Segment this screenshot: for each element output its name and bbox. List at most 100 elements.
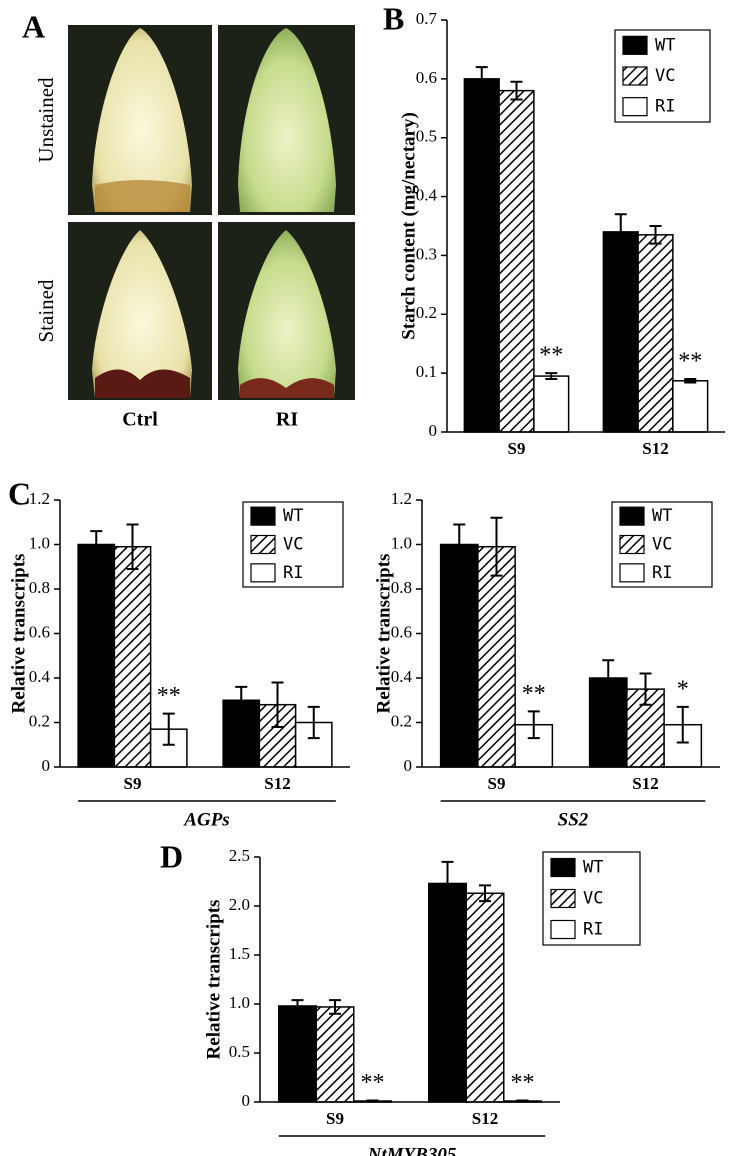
error-bar: [475, 66, 488, 92]
legend-swatch: [622, 66, 648, 86]
y-tick-label: 0.7: [416, 9, 438, 28]
error-bar: [235, 685, 248, 715]
legend-label: VC: [655, 66, 675, 86]
bud: [238, 230, 336, 398]
y-tick-label: 0: [404, 756, 413, 775]
legend-label: WT: [655, 35, 675, 55]
significance: **: [539, 343, 563, 369]
legend-swatch: [622, 97, 648, 117]
error-bar: [684, 378, 697, 384]
significance: **: [522, 681, 546, 707]
group-label: SS2: [558, 809, 589, 830]
y-tick-label: 0: [429, 421, 438, 440]
y-axis-label: Relative transcripts: [373, 554, 394, 714]
row-label: Stained: [34, 279, 58, 342]
x-tick-label: S12: [642, 439, 668, 458]
x-tick-label: S9: [508, 439, 526, 458]
bud-stain: [95, 369, 190, 398]
panel-letter: C: [8, 475, 31, 511]
bar: [672, 380, 709, 433]
significance: **: [157, 683, 181, 709]
legend-swatch: [250, 563, 276, 583]
y-axis-label: Starch content (mg/nectary): [398, 112, 419, 340]
x-tick-label: S9: [326, 1109, 344, 1128]
y-tick-label: 0.4: [416, 185, 438, 204]
error-bar: [271, 681, 284, 728]
x-tick-label: S12: [472, 1109, 498, 1128]
error-bar: [639, 672, 652, 706]
y-tick-label: 2.5: [229, 846, 250, 865]
bar: [278, 1005, 317, 1103]
error-bar: [527, 710, 540, 740]
legend-swatch: [550, 888, 576, 909]
error-bar: [329, 999, 341, 1015]
bar: [315, 1006, 355, 1103]
bar: [465, 892, 505, 1103]
error-bar: [441, 860, 454, 907]
y-axis-label: Relative transcripts: [8, 554, 29, 714]
y-tick-label: 0: [242, 1091, 251, 1110]
bar: [439, 543, 479, 768]
error-bar: [614, 213, 627, 251]
bar: [77, 543, 116, 768]
y-tick-label: 0.8: [391, 578, 412, 597]
y-tick-label: 1.0: [391, 533, 412, 552]
error-bar: [162, 712, 175, 746]
error-bar: [545, 372, 558, 381]
y-tick-label: 0.2: [29, 711, 50, 730]
y-tick-label: 0.6: [391, 622, 412, 641]
column-label: Ctrl: [122, 409, 158, 431]
y-tick-label: 1.0: [229, 993, 250, 1012]
y-tick-label: 2.0: [229, 895, 250, 914]
legend-label: VC: [583, 889, 603, 909]
significance: **: [678, 349, 702, 375]
panel-letter: A: [22, 8, 45, 44]
group-label: NtMYB305: [367, 1144, 457, 1156]
column-label: RI: [276, 409, 298, 431]
y-tick-label: 0.4: [29, 667, 51, 686]
bud: [238, 28, 336, 212]
x-tick-label: S9: [124, 774, 142, 793]
legend-label: VC: [283, 535, 303, 555]
bar: [637, 234, 674, 433]
error-bar: [90, 530, 103, 559]
legend-swatch: [619, 563, 645, 583]
bar: [498, 89, 535, 433]
y-tick-label: 0.4: [391, 667, 413, 686]
bar: [428, 882, 467, 1103]
y-axis-label: Relative transcripts: [203, 900, 224, 1060]
photo-grid: A Unstained Stained Ctrl RI: [22, 8, 355, 431]
error-bar: [453, 523, 466, 566]
y-tick-label: 0.5: [416, 127, 437, 146]
bar: [463, 78, 500, 433]
bar: [602, 231, 639, 433]
y-tick-label: 0.3: [416, 244, 437, 263]
group-label: AGPs: [183, 809, 229, 830]
bud-base: [95, 180, 190, 212]
bar: [113, 545, 152, 768]
significance: **: [511, 1070, 535, 1096]
error-bar: [307, 705, 320, 740]
legend-label: RI: [652, 563, 672, 583]
legend-swatch: [550, 857, 576, 878]
bud-stain: [240, 378, 334, 398]
legend-label: VC: [652, 535, 672, 555]
bud: [92, 28, 192, 212]
legend-label: WT: [583, 858, 603, 878]
error-bar: [649, 225, 662, 245]
legend-swatch: [550, 919, 576, 940]
y-tick-label: 1.5: [229, 944, 250, 963]
y-tick-label: 0.2: [416, 303, 437, 322]
y-tick-label: 0: [42, 756, 51, 775]
legend-label: WT: [652, 506, 672, 526]
y-tick-label: 0.6: [416, 68, 437, 87]
legend-label: RI: [583, 920, 603, 940]
error-bar: [291, 999, 304, 1013]
error-bar: [479, 884, 491, 903]
y-tick-label: 1.2: [29, 489, 50, 508]
bar: [477, 545, 516, 768]
y-tick-label: 0.6: [29, 622, 50, 641]
y-tick-label: 1.2: [391, 489, 412, 508]
x-tick-label: S12: [264, 774, 290, 793]
